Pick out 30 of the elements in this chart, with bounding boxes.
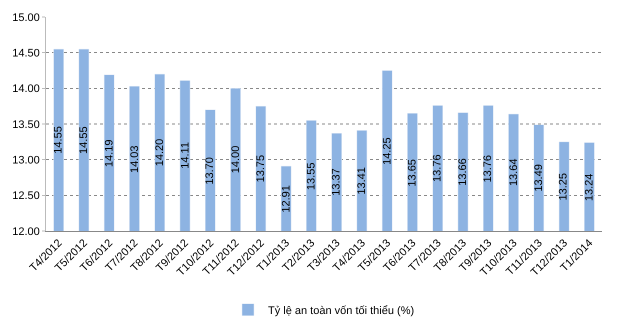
- data-label: 13.70: [204, 157, 216, 185]
- y-tick-label: 15.00: [12, 12, 40, 24]
- data-label: 13.55: [306, 162, 318, 190]
- y-tick-label: 12.00: [12, 226, 40, 238]
- data-label: 13.64: [508, 158, 520, 186]
- data-label: 14.03: [128, 146, 141, 174]
- data-label: 14.55: [78, 126, 90, 154]
- y-tick-label: 12.50: [12, 190, 40, 202]
- data-label: 14.25: [381, 137, 394, 165]
- y-tick-label: 13.00: [12, 154, 40, 167]
- data-label: 13.65: [406, 159, 418, 187]
- data-label: 14.55: [52, 126, 65, 154]
- data-label: 14.20: [154, 138, 166, 166]
- data-label: 13.37: [330, 168, 342, 196]
- data-label: 13.24: [584, 174, 596, 202]
- legend-label: Tỷ lệ an toàn vốn tối thiểu (%): [268, 304, 414, 317]
- data-label: 14.00: [230, 146, 242, 174]
- data-label: 14.11: [179, 142, 192, 169]
- data-label: 14.19: [103, 140, 116, 168]
- data-label: 13.75: [255, 154, 268, 182]
- data-label: 13.25: [558, 172, 570, 201]
- data-label: 13.76: [482, 154, 494, 182]
- y-tick-label: 14.50: [12, 48, 40, 60]
- data-label: 13.41: [356, 167, 368, 195]
- y-tick-label: 13.50: [12, 118, 40, 131]
- data-label: 13.76: [432, 154, 444, 182]
- y-tick-label: 14.00: [12, 83, 40, 96]
- data-label: 13.49: [532, 164, 545, 192]
- data-label: 13.66: [457, 158, 470, 186]
- data-label: 12.91: [280, 185, 293, 213]
